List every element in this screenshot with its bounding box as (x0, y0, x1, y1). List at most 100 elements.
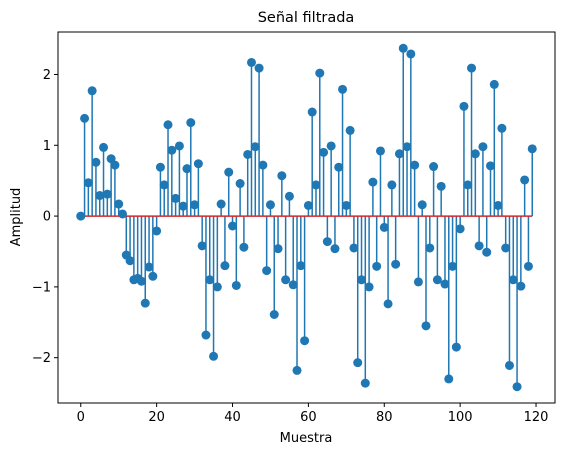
stem-marker (117, 209, 127, 219)
stem-marker (212, 282, 222, 292)
stem-marker (463, 180, 473, 190)
stem-marker (338, 84, 348, 94)
stem-marker (205, 275, 215, 285)
stem-lines (83, 48, 533, 387)
x-tick-label: 0 (77, 410, 85, 425)
stem-marker (224, 167, 234, 177)
stem-marker (432, 275, 442, 285)
stem-marker (174, 141, 184, 151)
stem-marker (402, 142, 412, 152)
stem-marker (220, 261, 230, 271)
stem-marker (281, 275, 291, 285)
stem-marker (504, 360, 514, 370)
stem-marker (243, 149, 253, 159)
stem-marker (190, 200, 200, 210)
stem-marker (455, 224, 465, 234)
y-tick-label: −1 (32, 280, 51, 295)
stem-marker (417, 200, 427, 210)
stem-marker (76, 211, 86, 221)
y-axis-ticks: −2 −1 0 1 2 (32, 68, 58, 366)
stem-marker (429, 162, 439, 172)
stem-marker (284, 191, 294, 201)
stem-marker (110, 160, 120, 170)
stem-marker (171, 193, 181, 203)
axes-frame (57, 31, 556, 404)
stem-marker (246, 57, 256, 67)
stem-marker (360, 378, 370, 388)
stem-marker (319, 147, 329, 157)
stem-marker (375, 146, 385, 156)
stem-marker (201, 330, 211, 340)
stem-marker (501, 243, 511, 253)
stem-marker (508, 275, 518, 285)
stem-marker (478, 142, 488, 152)
stem-marker (394, 149, 404, 159)
stem-marker (322, 237, 332, 247)
stem-marker (178, 201, 188, 211)
stem-marker (315, 68, 325, 78)
stem-marker (330, 244, 340, 254)
x-axis-ticks: 0 20 40 60 80 100 120 (77, 403, 548, 425)
stem-marker (167, 145, 177, 155)
stem-marker (421, 321, 431, 331)
stem-marker (482, 247, 492, 257)
chart-title: Señal filtrada (258, 10, 355, 26)
stem-marker (155, 162, 165, 172)
stem-marker (144, 262, 154, 272)
stem-marker (349, 243, 359, 253)
stem-marker (277, 171, 287, 181)
stem-marker (296, 261, 306, 271)
stem-marker (300, 336, 310, 346)
stem-marker (269, 309, 279, 319)
stem-marker (114, 199, 124, 209)
stem-marker (228, 221, 238, 231)
x-axis-label: Muestra (280, 431, 333, 446)
stem-marker (292, 365, 302, 375)
stem-marker (258, 160, 268, 170)
stem-marker (303, 200, 313, 210)
stem-marker (216, 199, 226, 209)
stem-marker (459, 101, 469, 111)
stem-marker (527, 144, 537, 154)
stem-marker (523, 261, 533, 271)
stem-marker (383, 299, 393, 309)
x-tick-label: 40 (224, 410, 241, 425)
x-tick-label: 60 (300, 410, 317, 425)
stem-marker (497, 123, 507, 133)
stem-marker (516, 281, 526, 291)
stem-marker (235, 179, 245, 189)
stem-marker (311, 180, 321, 190)
stem-marker (254, 63, 264, 73)
stem-marker (326, 141, 336, 151)
stem-marker (273, 244, 283, 254)
stem-marker (353, 358, 363, 368)
stem-marker (209, 351, 219, 361)
x-tick-label: 20 (148, 410, 165, 425)
stem-marker (467, 63, 477, 73)
stem-marker (512, 382, 522, 392)
stem-marker (493, 200, 503, 210)
stem-marker (364, 282, 374, 292)
stem-marker (186, 118, 196, 128)
stem-marker (391, 259, 401, 269)
stem-marker (448, 261, 458, 271)
y-axis-label: Amplitud (9, 188, 24, 247)
stem-marker (307, 107, 317, 117)
stem-marker (239, 242, 249, 252)
stem-marker (182, 164, 192, 174)
stem-marker (95, 191, 105, 201)
stem-marker (148, 271, 158, 281)
stem-marker (489, 79, 499, 89)
stem-marker (265, 200, 275, 210)
stem-marker (440, 279, 450, 289)
stem-marker (250, 142, 260, 152)
stem-marker (387, 180, 397, 190)
stem-marker (91, 157, 101, 167)
stem-marker (262, 266, 272, 276)
y-tick-label: 1 (43, 139, 51, 154)
stem-marker (159, 180, 169, 190)
stem-marker (288, 280, 298, 290)
stem-marker (334, 162, 344, 172)
stem-marker (413, 277, 423, 287)
